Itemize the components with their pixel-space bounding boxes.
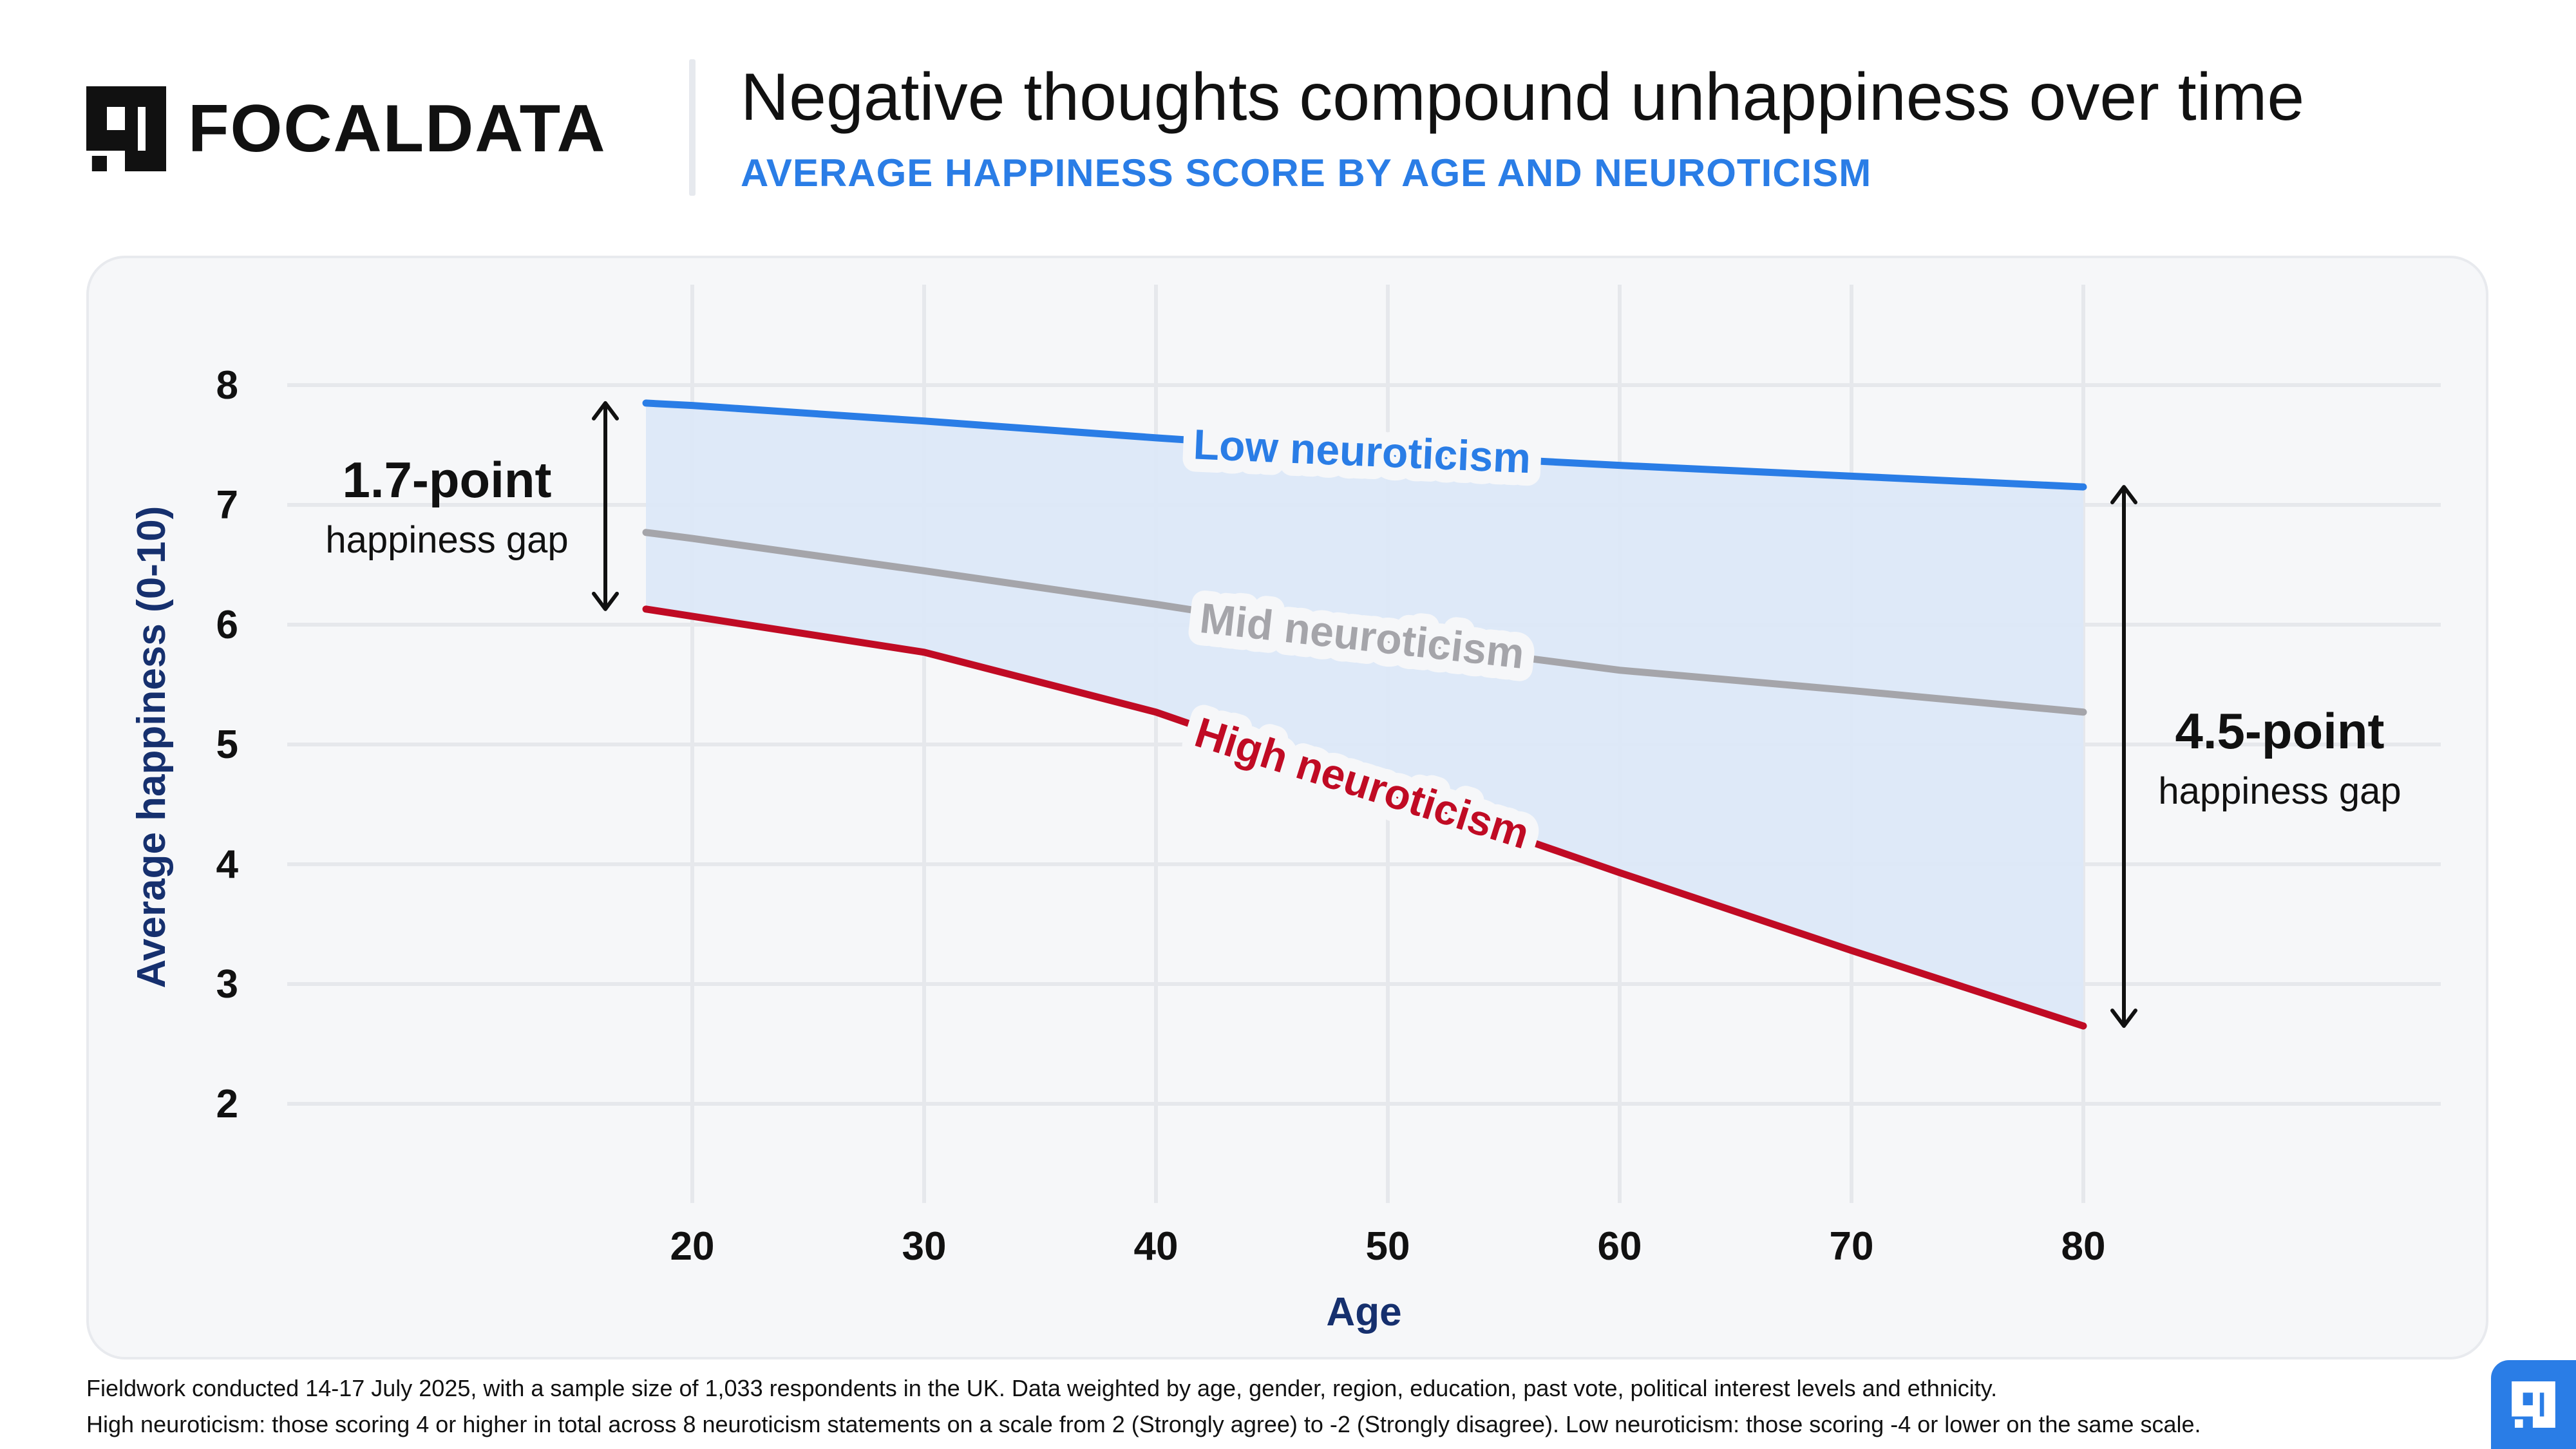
page-title: Negative thoughts compound unhappiness o…	[741, 60, 2305, 135]
corner-logo-badge	[2491, 1360, 2576, 1449]
annotation-arrow-head-down	[592, 591, 619, 611]
x-tick-label: 70	[1830, 1224, 1874, 1269]
annotation-arrow-head-down	[2110, 1009, 2137, 1028]
brand-name: FOCALDATA	[188, 91, 607, 166]
annotation-gap_end: 4.5-point happiness gap	[2110, 485, 2401, 1028]
shaded-gap-area	[646, 402, 2083, 1027]
x-tick-label: 50	[1366, 1224, 1410, 1269]
footer-line-2: High neuroticism: those scoring 4 or hig…	[86, 1411, 2201, 1437]
annotation-arrow-head-up	[2110, 485, 2137, 505]
footer-line-1: Fieldwork conducted 14-17 July 2025, wit…	[86, 1375, 1998, 1401]
y-tick-label: 5	[216, 723, 238, 767]
y-tick-label: 7	[216, 483, 238, 527]
x-tick-label: 40	[1134, 1224, 1179, 1269]
annotation-gap_start: 1.7-point happiness gap	[325, 401, 619, 611]
x-tick-label: 80	[2061, 1224, 2106, 1269]
chart-panel	[86, 256, 2488, 1359]
y-tick-label: 2	[216, 1082, 238, 1126]
x-axis-label: Age	[1326, 1290, 1401, 1334]
header-divider	[689, 59, 696, 196]
x-tick-label: 60	[1598, 1224, 1642, 1269]
focaldata-badge-icon	[2512, 1381, 2555, 1428]
annotation-text: happiness gap	[2158, 770, 2401, 812]
annotation-text: happiness gap	[325, 519, 568, 561]
x-tick-label: 30	[902, 1224, 947, 1269]
annotations: 1.7-point happiness gap 4.5-point happiness…	[325, 401, 2401, 1028]
y-tick-label: 3	[216, 962, 238, 1007]
series-line-high-neuroticism	[642, 605, 2087, 1030]
annotation-arrow-head-up	[592, 401, 619, 421]
annotation-value: 1.7-point	[343, 451, 552, 508]
brand-logo: FOCALDATA	[86, 86, 607, 171]
annotation-value: 4.5-point	[2175, 703, 2385, 759]
y-tick-label: 4	[216, 842, 239, 887]
y-tick-label: 6	[216, 603, 238, 647]
y-axis-ticks: 2 3 4 5 6 7 8	[216, 363, 239, 1126]
y-axis-label: Average happiness (0-10)	[129, 506, 174, 989]
x-axis-ticks: 20 30 40 50 60 70 80	[670, 1224, 2106, 1269]
series-line-mid-neuroticism	[642, 529, 2087, 716]
footer-notes: Fieldwork conducted 14-17 July 2025, wit…	[86, 1370, 2201, 1443]
gap-area-fill	[646, 402, 2083, 1027]
y-tick-label: 8	[216, 363, 238, 408]
series-line-low-neuroticism	[642, 399, 2087, 491]
page-subtitle: AVERAGE HAPPINESS SCORE BY AGE AND NEURO…	[741, 151, 1872, 194]
focaldata-logo-icon	[86, 86, 166, 171]
x-tick-label: 20	[670, 1224, 715, 1269]
